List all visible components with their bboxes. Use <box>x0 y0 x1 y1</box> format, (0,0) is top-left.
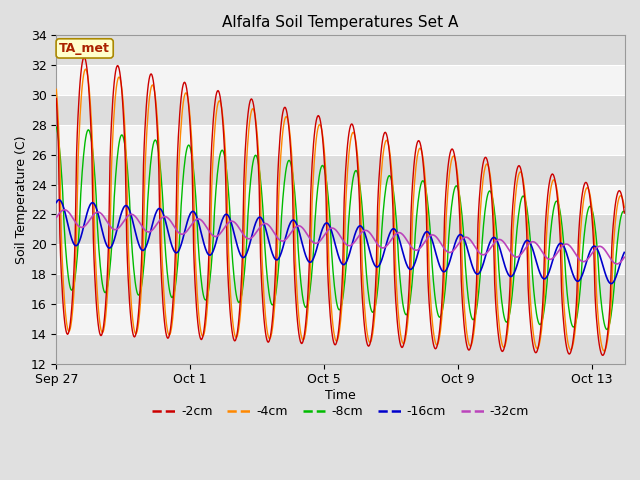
X-axis label: Time: Time <box>325 389 356 402</box>
Title: Alfalfa Soil Temperatures Set A: Alfalfa Soil Temperatures Set A <box>223 15 459 30</box>
Bar <box>56 215 625 244</box>
Y-axis label: Soil Temperature (C): Soil Temperature (C) <box>15 135 28 264</box>
Text: TA_met: TA_met <box>60 42 110 55</box>
Legend: -2cm, -4cm, -8cm, -16cm, -32cm: -2cm, -4cm, -8cm, -16cm, -32cm <box>147 400 534 423</box>
Bar <box>56 36 625 65</box>
Bar <box>56 334 625 364</box>
Bar <box>56 274 625 304</box>
Bar <box>56 155 625 185</box>
Bar <box>56 95 625 125</box>
